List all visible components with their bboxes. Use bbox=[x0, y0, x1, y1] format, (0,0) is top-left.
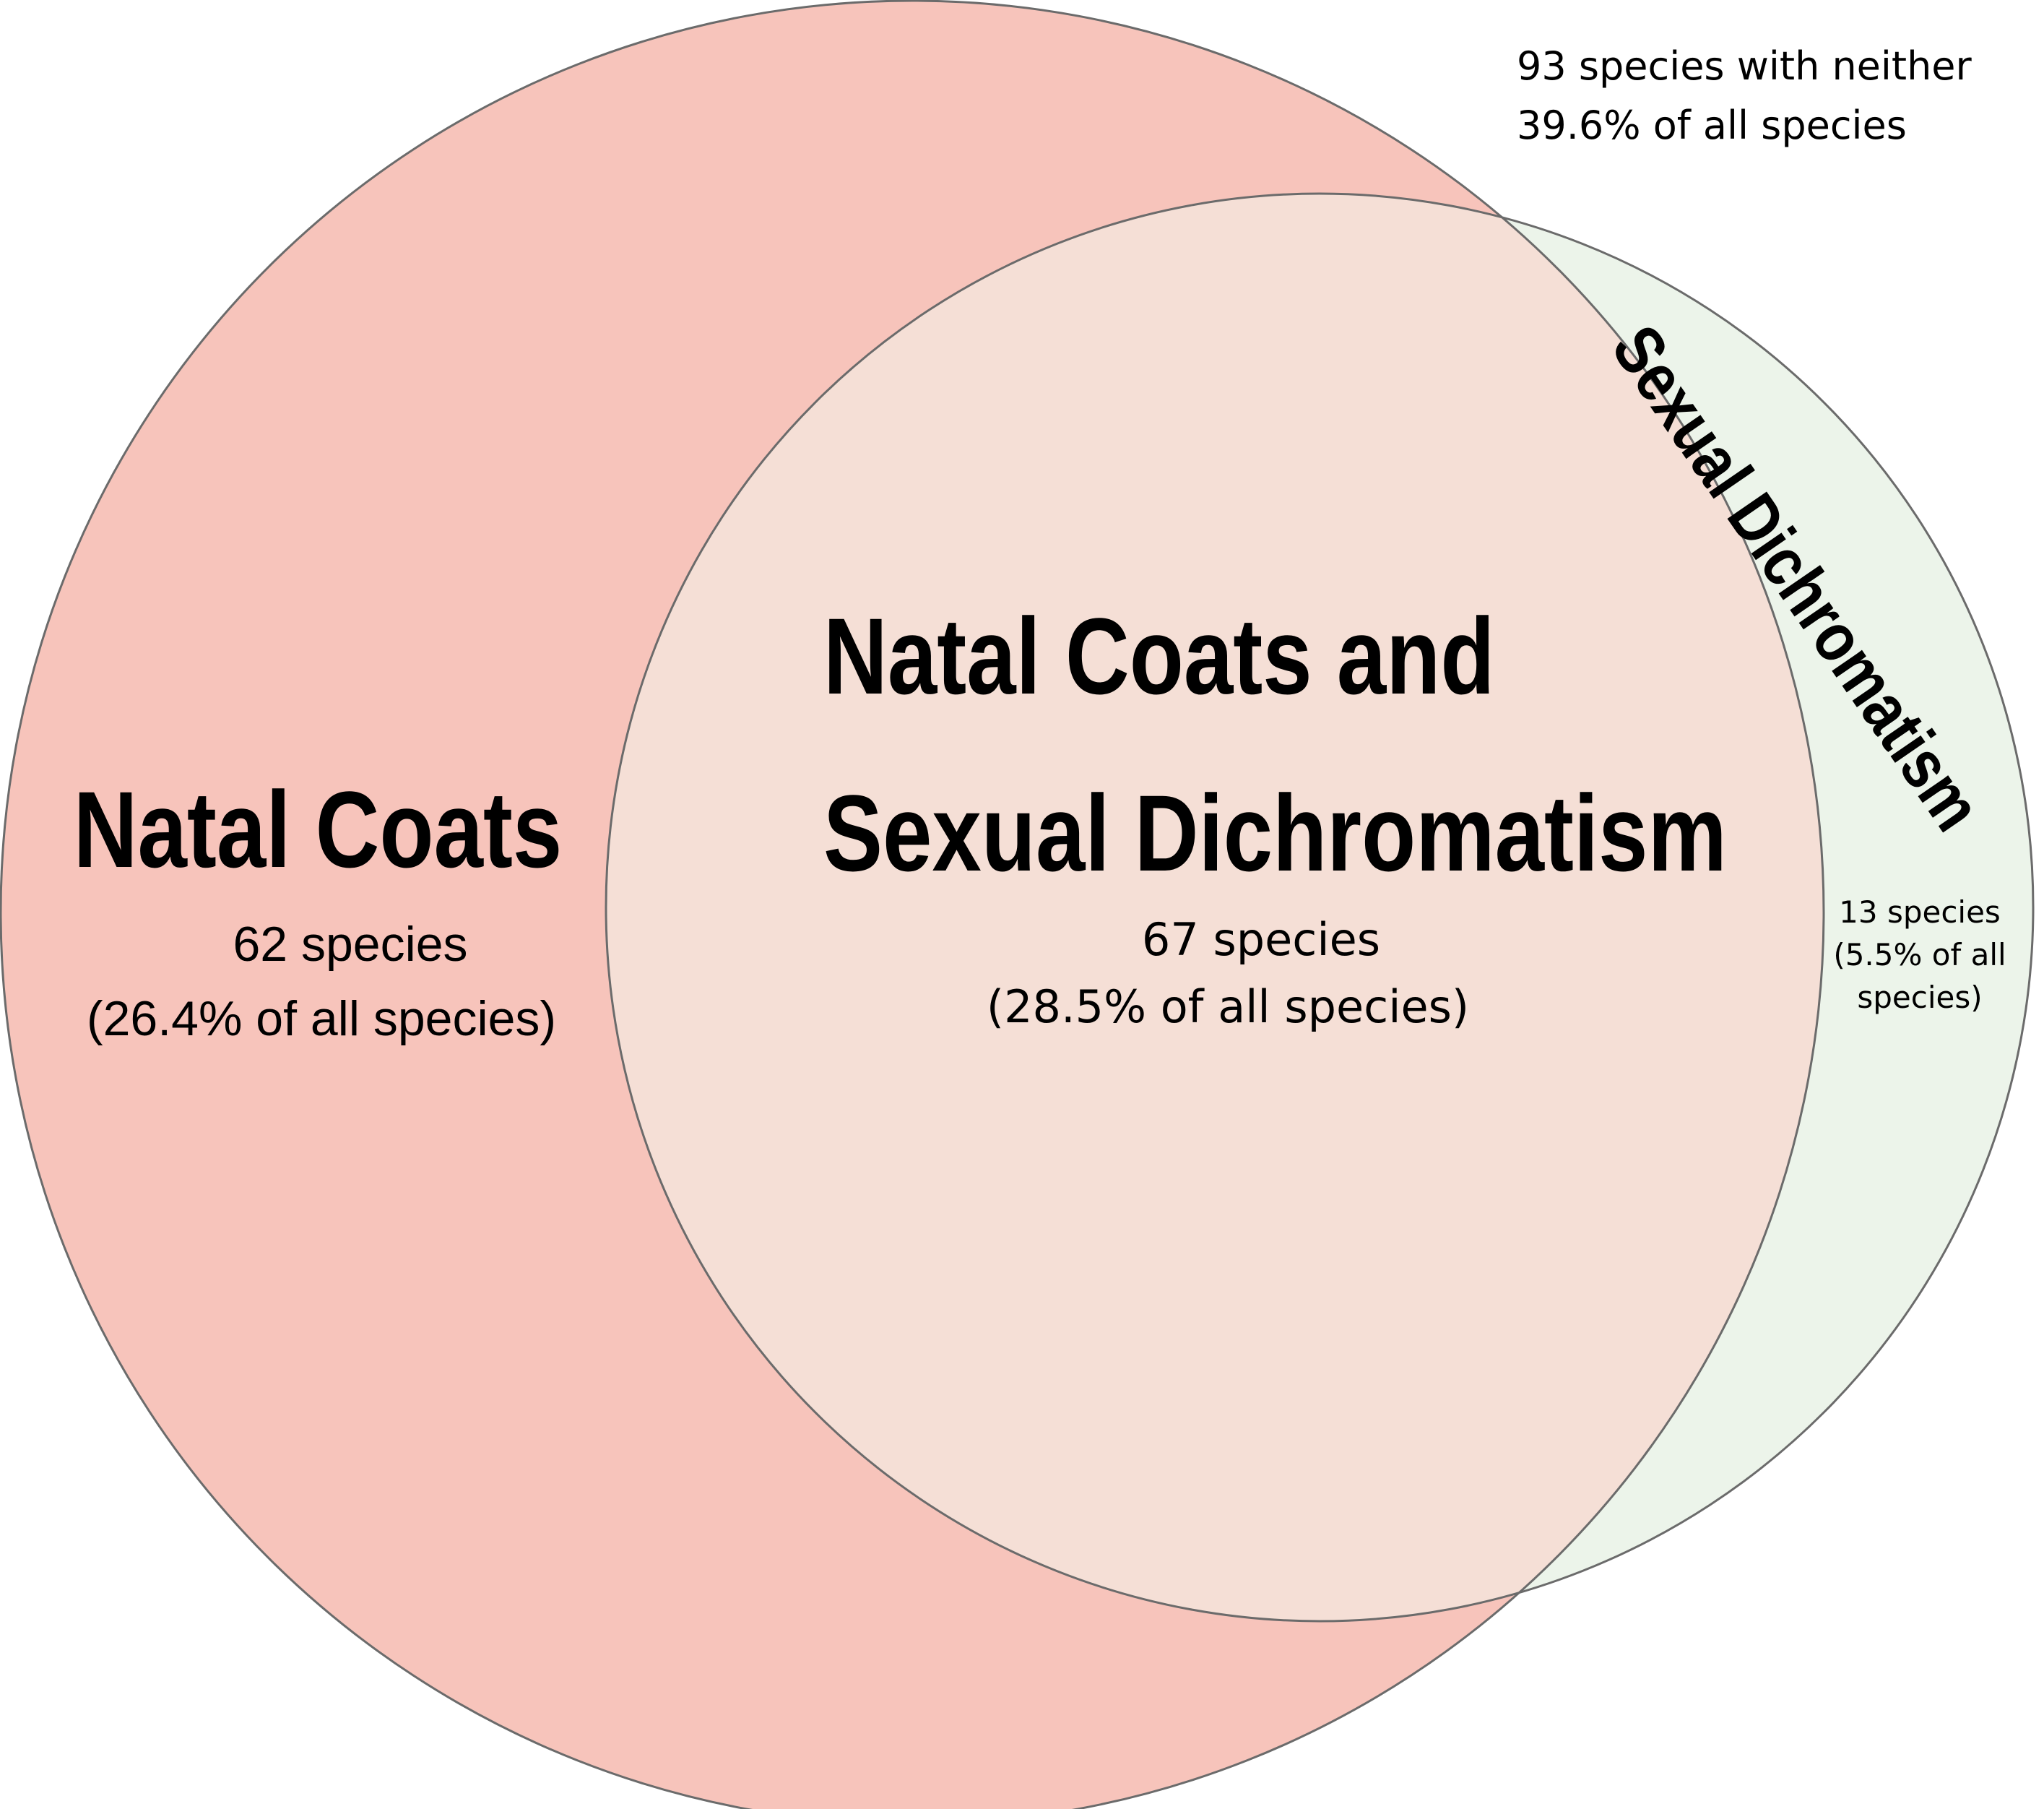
intersection-region bbox=[606, 194, 1824, 1621]
sexual-dichromatism-percent-line2: species) bbox=[1857, 980, 1982, 1015]
intersection-percent: (28.5% of all species) bbox=[987, 980, 1469, 1033]
natal-coats-outline bbox=[0, 0, 1825, 1809]
sexual-dichromatism-count: 13 species bbox=[1839, 894, 2001, 930]
intersection-count: 67 species bbox=[1142, 913, 1380, 966]
natal-coats-title: Natal Coats bbox=[74, 769, 563, 890]
natal-coats-percent: (26.4% of all species) bbox=[87, 991, 556, 1046]
sexual-dichromatism-outline bbox=[605, 192, 2035, 1623]
natal-coats-count: 62 species bbox=[233, 917, 467, 972]
sexual-dichromatism-percent-line1: (5.5% of all bbox=[1833, 937, 2006, 972]
intersection-title-line2: Sexual Dichromatism bbox=[823, 773, 1727, 894]
neither-count: 93 species with neither bbox=[1517, 43, 1972, 89]
neither-percent: 39.6% of all species bbox=[1517, 103, 1907, 148]
intersection-title-line1: Natal Coats and bbox=[823, 596, 1494, 717]
